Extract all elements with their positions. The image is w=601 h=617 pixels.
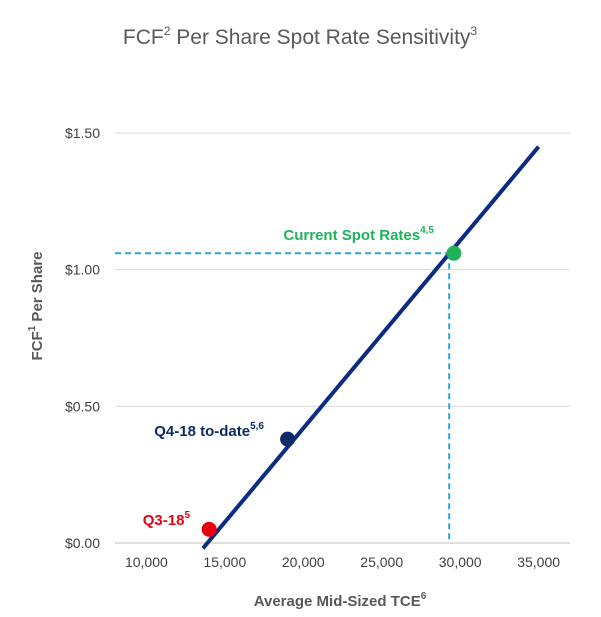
y-tick-label: $0.00: [65, 535, 100, 551]
data-points: [201, 245, 462, 537]
data-point: [201, 521, 217, 537]
y-tick-label: $1.00: [65, 262, 100, 278]
chart-title: FCF2 Per Share Spot Rate Sensitivity3: [123, 24, 478, 49]
reference-lines: [115, 252, 451, 543]
series-line: [201, 145, 541, 550]
data-point: [446, 245, 462, 261]
x-tick-label: 10,000: [125, 554, 168, 570]
gridlines: [115, 132, 570, 544]
label-q4-18-to-date: Q4-18 to-date5,6: [154, 421, 264, 440]
label-q3-18: Q3-185: [143, 510, 191, 529]
label-current-spot-rates: Current Spot Rates4,5: [283, 225, 434, 244]
x-axis-title: Average Mid-Sized TCE6: [254, 591, 427, 610]
y-tick-label: $0.50: [65, 398, 100, 414]
y-axis-title: FCF1 Per Share: [27, 252, 46, 361]
x-tick-label: 30,000: [439, 554, 482, 570]
series-lines: [201, 145, 541, 550]
x-axis-ticks: 10,000 15,000 20,000 25,000 30,000 35,000: [125, 554, 560, 570]
data-point: [280, 431, 296, 447]
y-tick-label: $1.50: [65, 125, 100, 141]
x-tick-label: 20,000: [282, 554, 325, 570]
x-tick-label: 35,000: [517, 554, 560, 570]
y-axis-ticks: $0.00 $0.50 $1.00 $1.50: [65, 125, 100, 551]
x-tick-label: 25,000: [360, 554, 403, 570]
x-tick-label: 15,000: [203, 554, 246, 570]
